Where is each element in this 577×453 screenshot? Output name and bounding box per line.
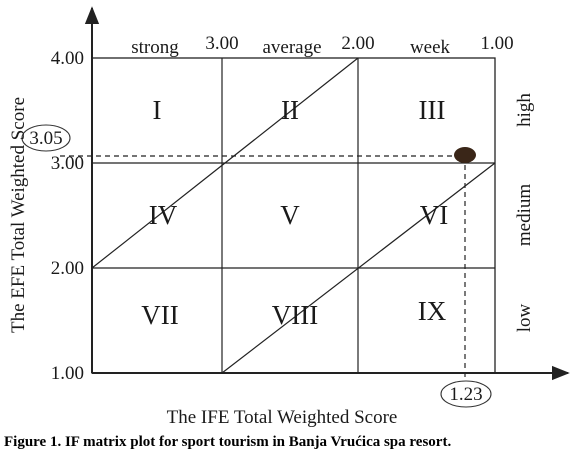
position-point-marker (454, 147, 476, 163)
x-band-label: strong (131, 37, 179, 58)
y-tick-label: 2.00 (51, 258, 84, 279)
cell-label: V (280, 200, 300, 230)
x-band-label: average (262, 37, 321, 58)
diagonal-upper (91, 57, 359, 269)
matrix-grid-border (91, 57, 496, 374)
figure-caption: Figure 1. IF matrix plot for sport touri… (4, 434, 451, 450)
efe-value-circle (21, 124, 71, 152)
cell-label: I (153, 95, 162, 125)
cell-label: VI (420, 200, 449, 230)
cell-label: VII (141, 300, 178, 330)
cell-label: IX (418, 296, 447, 326)
cell-label: IV (149, 200, 178, 230)
efe-value-label: 3.05 (29, 128, 62, 149)
x-axis-title: The IFE Total Weighted Score (167, 407, 398, 428)
diagonal-lower (221, 162, 496, 374)
x-tick-label: 1.00 (480, 33, 513, 54)
y-tick-label: 3.00 (51, 153, 84, 174)
ife-value-circle (440, 380, 492, 408)
ife-value-label: 1.23 (449, 384, 482, 405)
y-axis-title: The EFE Total Weighted Score (8, 97, 29, 333)
x-tick-label: 2.00 (341, 33, 374, 54)
cell-label: VIII (272, 300, 318, 330)
y-band-label: high (514, 93, 535, 127)
y-tick-label: 1.00 (51, 363, 84, 384)
x-tick-label: 3.00 (205, 33, 238, 54)
cell-label: II (281, 95, 299, 125)
cell-label: III (419, 95, 446, 125)
x-band-label: week (410, 37, 451, 58)
y-tick-label: 4.00 (51, 48, 84, 69)
y-band-label: medium (514, 184, 535, 246)
y-band-label: low (514, 303, 535, 332)
